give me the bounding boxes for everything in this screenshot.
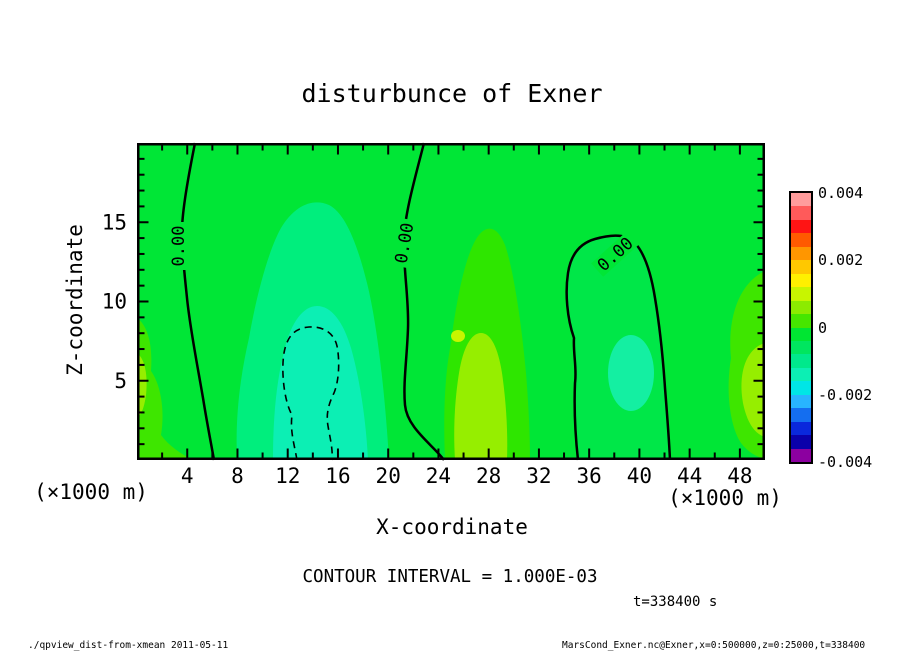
colorbar-segment <box>791 206 811 220</box>
colorbar-segment <box>791 233 811 247</box>
colorbar-segment <box>791 273 811 288</box>
colorbar-segment <box>791 219 811 234</box>
colorbar-segment <box>791 421 811 436</box>
contour-label-left: 0.00 <box>169 222 189 270</box>
region-left-edge-positive <box>137 318 193 460</box>
tick-label: 20 <box>376 464 401 488</box>
tick-label: 24 <box>426 464 451 488</box>
contour-zero-middle <box>402 142 446 461</box>
tick-label: 4 <box>181 464 194 488</box>
y-tick-labels: 5 10 15 <box>102 210 127 393</box>
colorbar-segment <box>791 314 811 328</box>
contour-plot: 0.00 0.00 0.00 4 8 12 16 20 24 28 32 36 40 44 48 51… <box>102 142 765 488</box>
footer-source: MarsCond_Exner.nc@Exner,x=0:500000,z=0:2… <box>562 640 866 651</box>
colorbar-segment <box>791 435 811 449</box>
colorbar <box>789 191 813 464</box>
svg-text:0.00: 0.00 <box>169 226 189 267</box>
tick-label: 5 <box>114 369 127 393</box>
region-center-positive-peak <box>451 330 465 342</box>
colorbar-segment <box>791 260 811 274</box>
contour-zero-left <box>180 142 216 461</box>
region-right-edge-positive-inner <box>741 343 765 437</box>
tick-label: 8 <box>231 464 244 488</box>
colorbar-segment <box>791 354 811 368</box>
contour-zero-right <box>565 234 672 461</box>
colorbar-segment <box>791 448 811 463</box>
colorbar-tick-label: 0.004 <box>818 184 864 202</box>
tick-label: 48 <box>727 464 752 488</box>
contour-dashed-negative <box>282 326 340 461</box>
colorbar-tick-label: 0 <box>818 318 828 337</box>
colorbar-tick-label: -0.002 <box>818 385 873 404</box>
time-label: t=338400 s <box>633 594 718 610</box>
colorbar-segment <box>791 327 811 341</box>
tick-label: 32 <box>526 464 551 488</box>
colorbar-segment <box>791 367 811 382</box>
colorbar-tick-label: -0.004 <box>818 453 873 471</box>
tick-label: 10 <box>102 290 127 314</box>
axis-ticks <box>139 145 763 458</box>
plot-frame <box>137 143 765 460</box>
colorbar-tick-label: 0.002 <box>818 251 864 270</box>
y-axis-title: Z-coordinate <box>63 224 87 376</box>
colorbar-segment <box>791 408 811 422</box>
tick-label: 28 <box>476 464 501 488</box>
colorbar-segment <box>791 381 811 395</box>
x-unit-right: (×1000 m) <box>668 486 782 510</box>
colorbar-labels: 0.004 0.002 0 -0.002 -0.004 <box>818 184 898 471</box>
chart-title: disturbunce of Exner <box>301 79 603 108</box>
x-tick-labels: 4 8 12 16 20 24 28 32 36 40 44 48 <box>181 464 753 488</box>
footer-command: ./qpview_dist-from-xmean 2011-05-11 <box>28 640 229 651</box>
region-negative-core <box>273 306 368 460</box>
tick-label: 16 <box>325 464 350 488</box>
colorbar-segment <box>791 246 811 261</box>
colorbar-segment <box>791 340 811 355</box>
x-unit-left: (×1000 m) <box>34 480 148 504</box>
tick-label: 40 <box>627 464 652 488</box>
colorbar-segment <box>791 300 811 315</box>
tick-label: 36 <box>577 464 602 488</box>
colorbar-segment <box>791 193 811 207</box>
tick-label: 15 <box>102 210 127 234</box>
contour-interval-caption: CONTOUR INTERVAL = 1.000E-03 <box>302 567 598 587</box>
region-dome-oval <box>608 335 654 411</box>
x-axis-title: X-coordinate <box>376 515 528 539</box>
region-center-positive-inner <box>454 333 508 460</box>
colorbar-segment <box>791 287 811 301</box>
colorbar-segment <box>791 394 811 409</box>
colorbar-gradient <box>789 191 813 464</box>
tick-label: 12 <box>275 464 300 488</box>
tick-label: 44 <box>677 464 702 488</box>
